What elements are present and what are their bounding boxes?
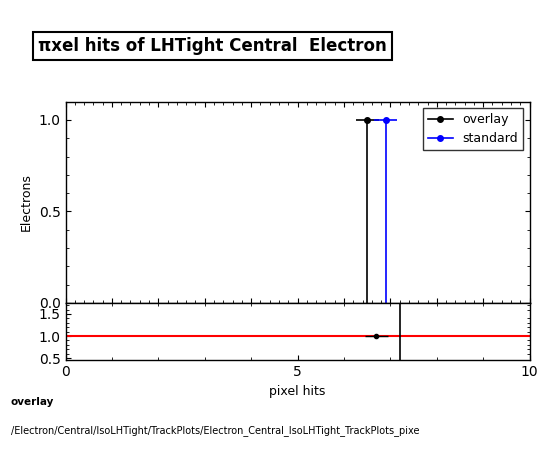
Text: πxel hits of LHTight Central  Electron: πxel hits of LHTight Central Electron [38, 37, 387, 55]
Text: overlay: overlay [11, 397, 54, 407]
Legend: overlay, standard: overlay, standard [423, 108, 524, 150]
Y-axis label: Electrons: Electrons [20, 173, 33, 231]
Text: /Electron/Central/IsoLHTight/TrackPlots/Electron_Central_IsoLHTight_TrackPlots_p: /Electron/Central/IsoLHTight/TrackPlots/… [11, 425, 419, 436]
X-axis label: pixel hits: pixel hits [269, 385, 326, 398]
